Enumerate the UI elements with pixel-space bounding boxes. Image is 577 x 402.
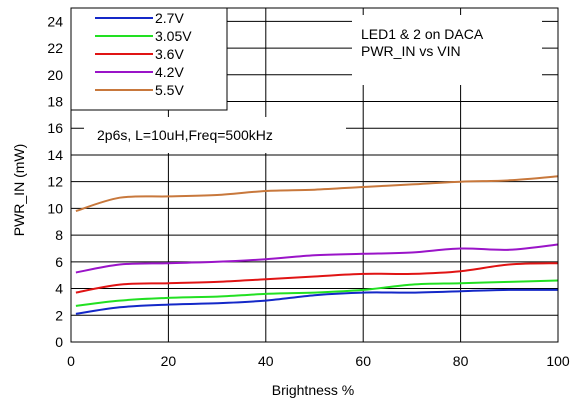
- legend-entry: 3.05V: [155, 28, 192, 44]
- x-axis-label: Brightness %: [272, 382, 354, 398]
- legend-entry: 5.5V: [155, 82, 184, 98]
- x-tick-labels: 0 20 40 60 80 100: [67, 353, 570, 369]
- y-tick-label: 8: [55, 227, 63, 243]
- series-lines: [75, 175, 559, 315]
- chart-subtitle: PWR_IN vs VIN: [361, 43, 461, 59]
- y-tick-label: 0: [55, 334, 63, 350]
- series-line-4.2V: [75, 243, 559, 274]
- y-tick-label: 12: [47, 174, 63, 190]
- y-tick-label: 14: [47, 147, 63, 163]
- y-tick-label: 20: [47, 67, 63, 83]
- annotation: 2p6s, L=10uH,Freq=500kHz: [97, 127, 273, 143]
- x-tick-label: 20: [161, 353, 177, 369]
- legend-entry: 4.2V: [155, 64, 184, 80]
- chart-title: LED1 & 2 on DACA: [361, 26, 484, 42]
- x-tick-label: 80: [453, 353, 469, 369]
- x-tick-label: 40: [258, 353, 274, 369]
- y-axis-label: PWR_IN (mW): [11, 144, 27, 237]
- legend: 2.7V 3.05V 3.6V 4.2V 5.5V: [70, 7, 228, 111]
- y-tick-label: 6: [55, 254, 63, 270]
- series-line-2.7V: [75, 288, 559, 315]
- series-line-3.05V: [75, 279, 559, 307]
- legend-box: [70, 7, 228, 111]
- series-line-3.6V: [75, 262, 559, 294]
- series-line-5.5V: [75, 175, 559, 213]
- title-box: [352, 15, 542, 85]
- y-tick-label: 2: [55, 307, 63, 323]
- x-tick-label: 60: [355, 353, 371, 369]
- y-tick-label: 22: [47, 40, 63, 56]
- x-tick-label: 0: [67, 353, 75, 369]
- plot-area: [70, 7, 559, 343]
- x-tick-label: 100: [546, 353, 570, 369]
- annotation-box: [84, 117, 346, 153]
- y-tick-label: 4: [55, 281, 63, 297]
- legend-entry: 2.7V: [155, 10, 184, 26]
- y-tick-label: 24: [47, 13, 63, 29]
- y-tick-label: 18: [47, 94, 63, 110]
- legend-entry: 3.6V: [155, 46, 184, 62]
- y-tick-label: 10: [47, 200, 63, 216]
- y-tick-label: 16: [47, 120, 63, 136]
